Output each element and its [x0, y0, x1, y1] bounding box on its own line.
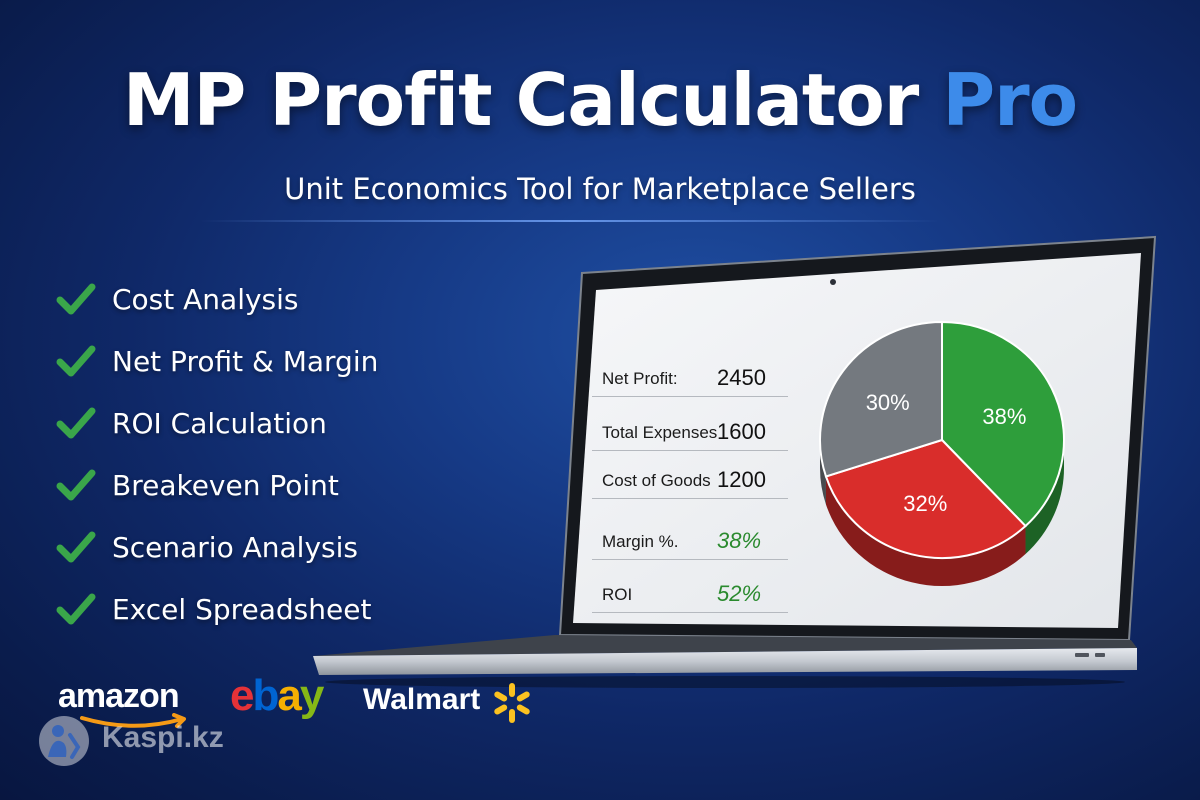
pie-slice-side — [820, 440, 826, 505]
feature-item: Breakeven Point — [56, 454, 378, 516]
pie-slice-side — [1025, 440, 1064, 555]
checkmark-icon — [56, 531, 96, 563]
feature-item: Cost Analysis — [56, 268, 378, 330]
feature-label: Cost Analysis — [112, 282, 299, 316]
pie-slice-label: 38% — [982, 404, 1026, 429]
feature-item: ROI Calculation — [56, 392, 378, 454]
feature-label: ROI Calculation — [112, 406, 327, 440]
row-value-margin: 38% — [717, 528, 762, 553]
feature-item: Excel Spreadsheet — [56, 578, 378, 640]
ebay-letter-y: y — [299, 671, 325, 720]
pie-slice-label: 32% — [903, 491, 947, 516]
pie-chart: 38% 32% 30% — [819, 320, 1065, 586]
feature-label: Net Profit & Margin — [112, 344, 379, 378]
checkmark-icon — [56, 407, 96, 439]
table-row: Net Profit: 2450 — [582, 357, 810, 397]
checkmark-icon — [56, 345, 96, 377]
pie-slice-side — [825, 476, 1026, 586]
feature-label: Scenario Analysis — [112, 530, 358, 564]
walmart-logo: Walmart — [363, 683, 481, 716]
pie-slice — [819, 320, 943, 478]
row-divider — [592, 612, 788, 613]
laptop-keyboard-deck — [313, 648, 1137, 675]
checkmark-icon — [56, 469, 96, 501]
table-row: ROI 52% — [582, 573, 810, 613]
subtitle-divider — [200, 220, 940, 222]
page-title: MP Profit Calculator Pro — [0, 58, 1200, 142]
laptop-port — [1075, 653, 1089, 657]
row-label-cost-of-goods: Cost of Goods — [602, 471, 711, 490]
table-row: Cost of Goods 1200 — [582, 459, 810, 499]
row-divider — [592, 498, 788, 499]
row-value-cost-of-goods: 1200 — [717, 467, 766, 492]
webcam-icon — [830, 279, 836, 285]
amazon-smile-icon — [80, 713, 186, 728]
row-divider — [592, 396, 788, 397]
amazon-logo: amazon — [58, 677, 180, 715]
title-accent: Pro — [942, 58, 1078, 142]
row-label-roi: ROI — [602, 585, 633, 604]
table-row: Total Expenses 1600 — [582, 411, 810, 451]
feature-list: Cost Analysis Net Profit & Margin ROI Ca… — [56, 268, 378, 640]
title-main: MP Profit Calculator — [122, 58, 919, 142]
pie-slice — [824, 438, 1027, 559]
table-row: Margin %. 38% — [582, 520, 810, 560]
row-value-total-expenses: 1600 — [717, 419, 766, 444]
laptop-shadow — [325, 676, 1125, 688]
walmart-spark-icon — [494, 683, 530, 723]
feature-item: Net Profit & Margin — [56, 330, 378, 392]
kaspi-logo: Kaspi.kz — [102, 721, 224, 754]
laptop-base — [313, 635, 1137, 656]
row-label-total-expenses: Total Expenses — [602, 423, 718, 442]
pie-slice — [941, 320, 1065, 528]
marketplace-logos: amazon ebay Walmart Kaspi.kz — [39, 671, 558, 785]
page-subtitle: Unit Economics Tool for Marketplace Sell… — [284, 172, 916, 206]
feature-label: Breakeven Point — [112, 468, 339, 502]
feature-item: Scenario Analysis — [56, 516, 378, 578]
ebay-logo: ebay — [230, 671, 325, 721]
ebay-letter-a: a — [277, 671, 302, 720]
kaspi-logo-icon — [39, 716, 89, 766]
pie-slice-label: 30% — [866, 390, 910, 415]
checkmark-icon — [56, 593, 96, 625]
row-value-roi: 52% — [717, 581, 762, 606]
feature-label: Excel Spreadsheet — [112, 592, 372, 626]
ebay-letter-e: e — [230, 671, 255, 720]
row-label-margin: Margin %. — [602, 532, 679, 551]
row-divider — [592, 450, 788, 451]
row-divider — [592, 559, 788, 560]
laptop-port — [1095, 653, 1105, 657]
spreadsheet-panel: Net Profit: 2450 Total Expenses 1600 Cos… — [582, 315, 810, 613]
row-value-net-profit: 2450 — [717, 365, 766, 390]
checkmark-icon — [56, 283, 96, 315]
ebay-letter-b: b — [252, 671, 279, 720]
row-label-net-profit: Net Profit: — [602, 369, 678, 388]
